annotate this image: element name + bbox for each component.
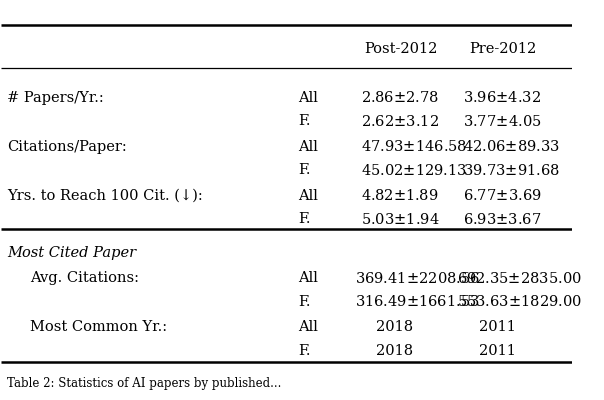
Text: 2018: 2018 (376, 320, 413, 334)
Text: 2011: 2011 (479, 320, 516, 334)
Text: Table 2: Statistics of AI papers by published...: Table 2: Statistics of AI papers by publ… (7, 377, 281, 390)
Text: All: All (298, 140, 318, 154)
Text: 5.03$\pm$1.94: 5.03$\pm$1.94 (361, 212, 439, 226)
Text: Post-2012: Post-2012 (364, 42, 437, 56)
Text: # Papers/Yr.:: # Papers/Yr.: (7, 91, 104, 105)
Text: 4.82$\pm$1.89: 4.82$\pm$1.89 (361, 188, 438, 203)
Text: All: All (298, 320, 318, 334)
Text: F.: F. (298, 163, 310, 177)
Text: Yrs. to Reach 100 Cit. (↓):: Yrs. to Reach 100 Cit. (↓): (7, 188, 203, 202)
Text: F.: F. (298, 212, 310, 226)
Text: All: All (298, 188, 318, 202)
Text: 6.77$\pm$3.69: 6.77$\pm$3.69 (463, 188, 542, 203)
Text: Most Common Yr.:: Most Common Yr.: (30, 320, 167, 334)
Text: F.: F. (298, 295, 310, 309)
Text: 2.62$\pm$3.12: 2.62$\pm$3.12 (361, 114, 439, 129)
Text: 3.77$\pm$4.05: 3.77$\pm$4.05 (463, 114, 542, 129)
Text: 2011: 2011 (479, 344, 516, 358)
Text: Citations/Paper:: Citations/Paper: (7, 140, 127, 154)
Text: 369.41$\pm$2208.56: 369.41$\pm$2208.56 (355, 271, 480, 286)
Text: 692.35$\pm$2835.00: 692.35$\pm$2835.00 (457, 271, 582, 286)
Text: Avg. Citations:: Avg. Citations: (30, 271, 139, 285)
Text: 3.96$\pm$4.32: 3.96$\pm$4.32 (463, 90, 541, 105)
Text: F.: F. (298, 114, 310, 128)
Text: Pre-2012: Pre-2012 (469, 42, 537, 56)
Text: All: All (298, 271, 318, 285)
Text: 316.49$\pm$1661.53: 316.49$\pm$1661.53 (355, 294, 480, 309)
Text: 553.63$\pm$1829.00: 553.63$\pm$1829.00 (457, 294, 582, 309)
Text: 45.02$\pm$129.13: 45.02$\pm$129.13 (361, 163, 466, 178)
Text: 6.93$\pm$3.67: 6.93$\pm$3.67 (463, 212, 542, 226)
Text: 2.86$\pm$2.78: 2.86$\pm$2.78 (361, 90, 439, 105)
Text: 2018: 2018 (376, 344, 413, 358)
Text: 42.06$\pm$89.33: 42.06$\pm$89.33 (463, 139, 560, 154)
Text: F.: F. (298, 344, 310, 358)
Text: Most Cited Paper: Most Cited Paper (7, 246, 137, 260)
Text: All: All (298, 91, 318, 105)
Text: 47.93$\pm$146.58: 47.93$\pm$146.58 (361, 139, 467, 154)
Text: 39.73$\pm$91.68: 39.73$\pm$91.68 (463, 163, 561, 178)
